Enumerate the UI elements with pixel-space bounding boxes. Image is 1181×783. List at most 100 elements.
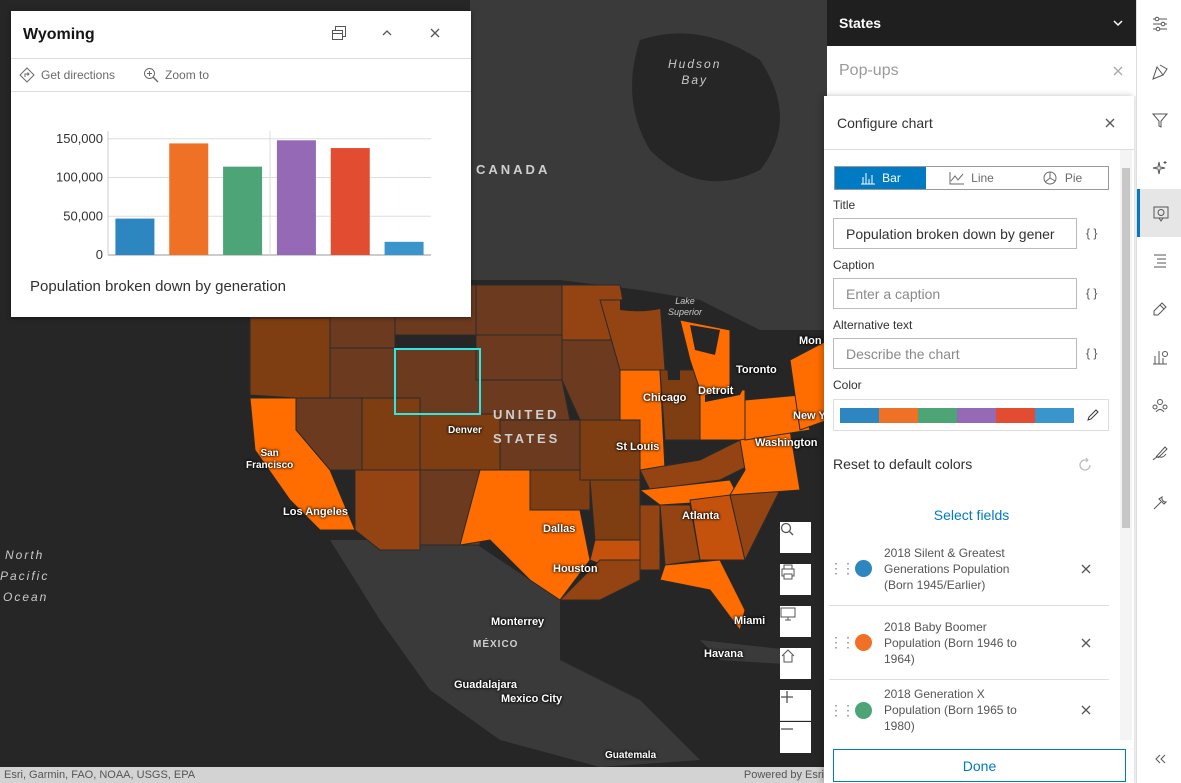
chart-type-line[interactable]: Line [926, 167, 1017, 189]
properties-icon [1152, 16, 1167, 32]
field-color-swatch[interactable] [855, 560, 872, 577]
dock-button[interactable] [315, 25, 363, 45]
feature-popup: Wyoming Get directions Zoom to 0 50,000 10… [11, 11, 471, 317]
chart-bar[interactable] [384, 241, 424, 255]
panel-scrollbar[interactable] [1120, 150, 1132, 740]
collapse-action-bar[interactable] [1137, 735, 1181, 783]
chart-y-tick-label: 150,000 [56, 131, 103, 146]
powered-by-esri[interactable]: Powered by Esri [743, 769, 824, 781]
color-label: Color [833, 378, 862, 392]
aggregation-action[interactable] [1137, 381, 1181, 429]
label-havana: Havana [704, 648, 744, 660]
attribution-text: Esri, Garmin, FAO, NOAA, USGS, EPA [4, 769, 196, 781]
label-mexico: MÉXICO [473, 639, 519, 650]
drag-handle-icon[interactable]: ⋮⋮ [829, 560, 855, 576]
popup-title: Wyoming [23, 25, 95, 43]
effects-action[interactable] [1137, 144, 1181, 192]
charts-icon [1152, 351, 1168, 365]
properties-action[interactable] [1137, 0, 1181, 48]
field-color-swatch[interactable] [855, 634, 872, 651]
ramp-color-swatch [957, 407, 996, 423]
label-pacific: Pacific [0, 569, 50, 583]
tools-icon [1153, 495, 1167, 510]
zoom-to-action[interactable]: Zoom to [143, 67, 209, 83]
remove-field-icon[interactable] [1081, 638, 1091, 648]
label-lake-superior: Lake Superior [668, 296, 703, 317]
title-expression-button[interactable]: { } [1086, 226, 1098, 240]
home-button[interactable] [780, 648, 811, 679]
label-hudson-bay: Hudson Bay [668, 57, 722, 87]
action-bar [1136, 0, 1181, 783]
reset-colors-label: Reset to default colors [833, 456, 973, 472]
chart-bar[interactable] [330, 148, 370, 255]
popup-close-button[interactable] [411, 26, 459, 43]
label-canada: CANADA [476, 162, 551, 177]
title-label: Title [833, 198, 856, 212]
print-button[interactable] [780, 564, 811, 595]
field-label: 2018 Generation X Population (Born 1965 … [884, 687, 1017, 733]
zoom-in-button[interactable] [780, 690, 811, 721]
pencil-icon[interactable] [1086, 408, 1100, 422]
sketch-icon [1152, 446, 1168, 461]
select-fields-button[interactable]: Select fields [933, 507, 1010, 523]
style-action[interactable] [1137, 48, 1181, 96]
get-directions-action[interactable]: Get directions [19, 67, 115, 83]
ramp-color-swatch [840, 407, 879, 423]
chart-bar[interactable] [276, 140, 316, 255]
filter-action[interactable] [1137, 96, 1181, 144]
label-st-louis: St Louis [616, 441, 660, 453]
caption-input[interactable]: Enter a caption [833, 278, 1077, 309]
chart-bar[interactable] [223, 166, 263, 255]
label-new-york: New Y [793, 410, 826, 422]
alt-text-input[interactable]: Describe the chart [833, 338, 1077, 369]
chart-bar[interactable] [169, 143, 209, 255]
caption-expression-button[interactable]: { } [1086, 286, 1098, 300]
field-item[interactable]: ⋮⋮ 2018 Baby Boomer Population (Born 194… [829, 606, 1109, 680]
done-button[interactable]: Done [833, 749, 1126, 782]
chevron-down-icon [1113, 20, 1123, 27]
configure-chart-panel: Configure chart Bar Line Pie Title Popul… [824, 96, 1134, 783]
caption-label: Caption [833, 258, 875, 272]
close-icon[interactable] [1112, 65, 1124, 77]
charts-action[interactable] [1137, 333, 1181, 381]
layer-header[interactable]: States [827, 0, 1136, 46]
collapse-button[interactable] [363, 26, 411, 43]
field-item[interactable]: ⋮⋮ 2018 Silent & Greatest Generations Po… [829, 532, 1109, 606]
close-icon[interactable] [1104, 117, 1116, 129]
sketch-action[interactable] [1137, 429, 1181, 477]
chart-type-bar[interactable]: Bar [835, 167, 926, 189]
popup-bar-chart: 0 50,000 100,000 150,000 [56, 131, 431, 262]
color-ramp[interactable] [833, 399, 1109, 431]
fullscreen-button[interactable] [780, 606, 811, 637]
zoom-out-button[interactable] [780, 722, 811, 753]
dock-icon [332, 25, 346, 40]
drag-handle-icon[interactable]: ⋮⋮ [829, 701, 855, 718]
popup-chart-caption: Population broken down by generation [30, 278, 287, 295]
alt-text-expression-button[interactable]: { } [1086, 346, 1098, 360]
scrollbar-thumb[interactable] [1122, 168, 1130, 528]
field-color-swatch[interactable] [855, 701, 872, 719]
popups-action[interactable] [1137, 189, 1181, 237]
chart-bar[interactable] [115, 218, 155, 255]
label-states: STATES [493, 431, 561, 446]
field-item[interactable]: ⋮⋮ 2018 Generation X Population (Born 19… [829, 680, 1109, 740]
fields-action[interactable] [1137, 285, 1181, 333]
popups-panel-header: Pop-ups [827, 46, 1136, 96]
chart-type-pie[interactable]: Pie [1017, 167, 1108, 189]
remove-field-icon[interactable] [1081, 564, 1091, 574]
search-button[interactable] [780, 522, 811, 553]
label-united: UNITED [493, 407, 560, 422]
attribution-bar: Esri, Garmin, FAO, NOAA, USGS, EPA Power… [0, 767, 828, 783]
title-input[interactable]: Population broken down by gener [833, 218, 1077, 249]
chart-type-pie-label: Pie [1064, 171, 1083, 185]
drag-handle-icon[interactable]: ⋮⋮ [829, 634, 855, 650]
ramp-color-swatch [879, 407, 918, 423]
chart-y-tick-label: 0 [96, 247, 103, 262]
tools-action[interactable] [1137, 479, 1181, 527]
label-los-angeles: Los Angeles [283, 506, 348, 518]
label-dallas: Dallas [543, 523, 576, 535]
labels-action[interactable] [1137, 237, 1181, 285]
chart-type-selector: Bar Line Pie [834, 166, 1109, 190]
remove-field-icon[interactable] [1081, 705, 1091, 715]
reset-icon[interactable] [1076, 456, 1094, 474]
